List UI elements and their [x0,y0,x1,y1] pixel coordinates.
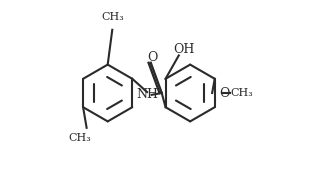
Text: NH: NH [136,88,158,101]
Text: CH₃: CH₃ [231,88,253,98]
Text: O: O [219,86,230,100]
Text: O: O [148,51,158,64]
Text: CH₃: CH₃ [101,12,124,23]
Text: CH₃: CH₃ [68,133,91,143]
Text: OH: OH [174,44,195,56]
